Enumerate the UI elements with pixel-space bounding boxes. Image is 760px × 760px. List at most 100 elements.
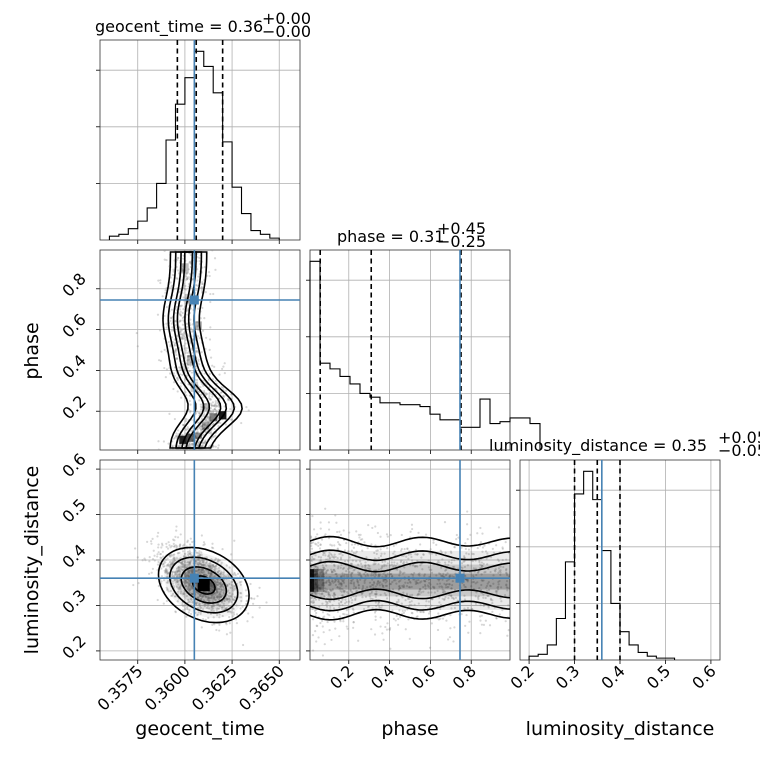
sample-point [416, 559, 419, 563]
sample-point [323, 643, 326, 646]
sample-point [373, 611, 377, 614]
sample-point [397, 585, 401, 588]
sample-point [374, 595, 377, 599]
sample-point [333, 596, 336, 599]
sample-point [187, 570, 190, 574]
sample-point [191, 557, 194, 560]
sample-point [188, 568, 191, 572]
sample-point [370, 628, 373, 631]
sample-point [420, 580, 423, 583]
sample-point [172, 372, 175, 375]
sample-point [471, 608, 474, 611]
sample-point [136, 556, 139, 559]
truth-marker [189, 295, 199, 305]
sample-point [201, 594, 205, 598]
sample-point [199, 317, 202, 320]
sample-point [181, 565, 185, 569]
sample-point [225, 607, 228, 610]
sample-point [185, 573, 188, 577]
sample-point [319, 558, 322, 561]
sample-point [179, 533, 182, 536]
sample-point [212, 616, 215, 619]
sample-point [189, 586, 193, 589]
sample-point [165, 368, 169, 371]
sample-point [406, 581, 409, 585]
sample-point [187, 553, 190, 556]
sample-point [316, 533, 319, 536]
sample-point [405, 555, 408, 558]
sample-point [209, 430, 212, 433]
sample-point [175, 545, 179, 548]
sample-point [325, 564, 328, 567]
sample-point [474, 582, 477, 585]
sample-point [162, 555, 165, 558]
sample-point [318, 605, 321, 608]
sample-point [379, 573, 382, 576]
sample-point [173, 344, 176, 347]
sample-point [218, 573, 221, 576]
sample-point [391, 609, 394, 612]
sample-point [381, 604, 384, 607]
sample-point [310, 596, 312, 600]
sample-point [474, 559, 477, 562]
sample-point [467, 578, 470, 581]
sample-point [342, 620, 345, 623]
sample-point [367, 563, 370, 567]
sample-point [330, 544, 334, 547]
sample-point [190, 585, 194, 588]
sample-point [404, 599, 407, 602]
sample-point [214, 567, 217, 570]
sample-point [482, 579, 485, 582]
sample-point [392, 565, 395, 568]
sample-point [420, 556, 423, 559]
sample-point [179, 448, 182, 450]
sample-point [165, 569, 169, 572]
sample-point [175, 529, 178, 532]
sample-point [166, 571, 169, 574]
sample-point [207, 572, 210, 575]
sample-point [200, 558, 204, 562]
sample-point [347, 559, 350, 562]
sample-point [338, 552, 341, 556]
sample-point [159, 552, 162, 556]
sample-point [464, 585, 467, 589]
sample-point [418, 572, 421, 575]
sample-point [211, 401, 214, 404]
sample-point [233, 588, 236, 591]
sample-point [441, 558, 444, 561]
sample-point [258, 586, 261, 589]
sample-point [179, 585, 182, 588]
tick-label: 0.2 [58, 392, 89, 423]
sample-point [208, 348, 211, 352]
sample-point [186, 573, 189, 576]
sample-point [359, 578, 362, 581]
sample-point [324, 533, 327, 536]
sample-point [348, 531, 351, 534]
sample-point [313, 609, 317, 612]
sample-point [410, 600, 413, 603]
sample-point [422, 611, 425, 614]
sample-point [186, 564, 189, 567]
sample-point [310, 541, 313, 545]
sample-point [177, 568, 180, 571]
sample-point [197, 411, 200, 414]
sample-point [168, 544, 171, 547]
sample-point [505, 568, 508, 571]
sample-point [179, 567, 182, 571]
sample-point [357, 639, 360, 642]
sample-point [135, 331, 138, 335]
sample-point [189, 409, 192, 413]
sample-point [184, 288, 188, 291]
sample-point [150, 542, 153, 545]
sample-point [463, 585, 466, 588]
sample-point [312, 541, 315, 544]
sample-point [244, 589, 247, 592]
sample-point [210, 606, 213, 609]
sample-point [179, 313, 182, 316]
sample-point [504, 620, 507, 623]
sample-point [385, 597, 389, 600]
sample-point [444, 596, 447, 599]
sample-point [357, 563, 360, 566]
sample-point [358, 571, 361, 575]
